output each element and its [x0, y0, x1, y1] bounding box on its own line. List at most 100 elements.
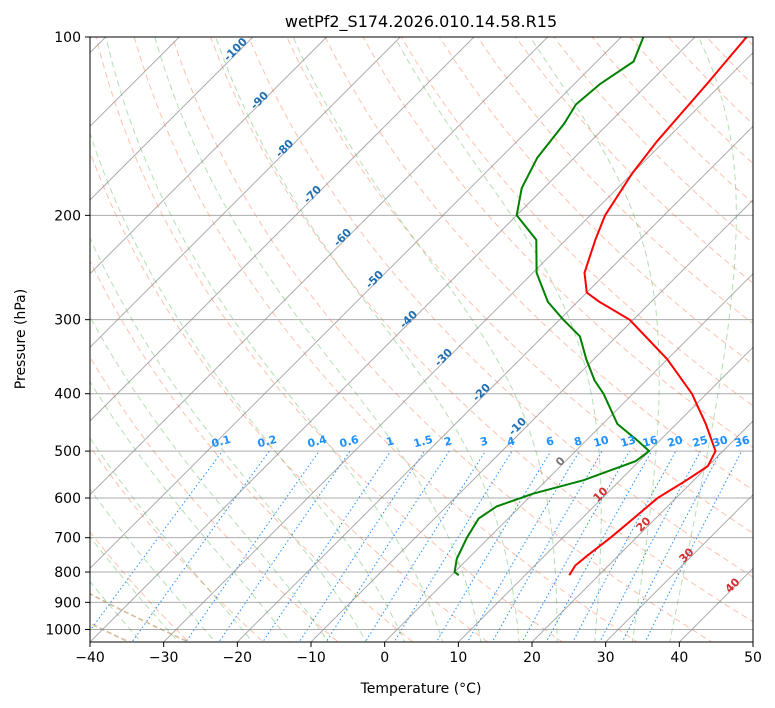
dry-adiabat-line	[591, 37, 753, 204]
mixing-ratio-line	[262, 450, 392, 642]
y-axis-label: Pressure (hPa)	[13, 289, 29, 389]
x-tick-label: −40	[75, 650, 105, 666]
dry-adiabat-line	[362, 37, 753, 449]
y-tick-label: 800	[54, 565, 81, 581]
dry-adiabat-line	[324, 37, 753, 491]
moist-adiabat-line	[90, 380, 291, 642]
dry-adiabats	[90, 10, 775, 654]
x-tick-label: 20	[523, 650, 541, 666]
moist-adiabat-line	[90, 236, 367, 642]
isotherm-line	[90, 37, 328, 275]
y-tick-label: 100	[54, 30, 81, 46]
x-tick-label: 30	[597, 650, 615, 666]
moist-adiabat-line	[90, 488, 216, 642]
y-tick-label: 1000	[45, 622, 81, 638]
moist-adiabat-label: 40	[723, 575, 743, 595]
moist-adiabat-line	[394, 37, 602, 642]
moist-adiabats	[90, 37, 737, 642]
dry-adiabat-line	[756, 10, 775, 654]
isotherm-line	[604, 493, 753, 642]
dry-adiabat-line	[133, 37, 638, 642]
moist-adiabat-line	[90, 131, 406, 642]
dry-adiabat-label: -20	[470, 381, 493, 404]
isotherm-line	[383, 272, 753, 642]
dry-adiabat-line	[438, 37, 753, 366]
x-tick-label: 0	[380, 650, 389, 666]
moist-adiabat-line	[90, 437, 254, 642]
x-tick-label: 50	[744, 650, 762, 666]
x-tick-label: 10	[449, 650, 467, 666]
moist-adiabat-line	[292, 37, 558, 642]
isotherms	[0, 10, 753, 654]
mixing-ratio-lines	[90, 450, 743, 642]
moist-adiabat-label: 10	[591, 484, 611, 504]
isotherm-line	[310, 199, 753, 642]
mixing-ratio-label: 0.1	[210, 433, 232, 451]
dry-adiabat-label: -70	[301, 183, 324, 206]
dry-adiabat-label: -40	[397, 308, 420, 331]
isotherm-line	[752, 641, 753, 642]
mixing-ratio-label: 0.2	[256, 433, 278, 451]
dry-adiabat-line	[248, 37, 753, 578]
moist-adiabat-line	[669, 37, 737, 642]
y-tick-label: 200	[54, 208, 81, 224]
lcl-curves	[90, 592, 191, 642]
mixing-ratio-label: 6	[545, 434, 556, 449]
dry-adiabat-line	[515, 37, 753, 284]
dry-adiabat-line	[705, 37, 753, 86]
temperature-line	[568, 37, 748, 576]
dry-adiabat-line	[400, 37, 753, 407]
moist-adiabat-label: 30	[677, 545, 697, 565]
isotherm-line	[162, 51, 753, 642]
moist-adiabat-line	[90, 315, 329, 642]
mixing-ratio-line	[466, 450, 580, 642]
y-axis-ticks: 100 200 300 400 500 600 700 800 900 1000	[45, 30, 90, 638]
mixing-ratio-label: 4	[506, 434, 517, 449]
x-axis-ticks: −40 −30 −20 −10 0 10 20 30 40 50	[75, 642, 762, 666]
mixing-ratio-label: 13	[619, 433, 637, 450]
isotherm-line	[0, 10, 59, 654]
dry-adiabat-line	[90, 356, 339, 642]
isotherm-line	[90, 37, 181, 128]
dry-adiabat-label: -60	[331, 226, 354, 249]
dry-adiabat-label: -100	[221, 35, 250, 64]
y-tick-label: 900	[54, 595, 81, 611]
mixing-ratio-label: 36	[733, 433, 751, 450]
y-tick-label: 700	[54, 531, 81, 547]
dry-adiabat-line	[171, 37, 713, 642]
moist-adiabat-label: 20	[634, 514, 654, 534]
mixing-ratio-label: 0.6	[338, 433, 361, 451]
dry-adiabat-label: -80	[273, 137, 296, 160]
dry-adiabat-line	[209, 37, 753, 623]
x-tick-label: −10	[296, 650, 326, 666]
dry-adiabat-line	[744, 37, 753, 47]
y-tick-label: 600	[54, 491, 81, 507]
moist-adiabat-line	[215, 37, 520, 642]
mixing-ratio-label: 10	[592, 433, 610, 450]
mixing-ratio-label: 1.5	[412, 433, 434, 451]
chart-title: wetPf2_S174.2026.010.14.58.R15	[285, 12, 557, 32]
mixing-ratio-label: 1	[385, 434, 396, 449]
mixing-ratio-label: 0.4	[306, 433, 329, 451]
dewpoint-line	[453, 37, 651, 576]
mixing-ratio-label: 16	[641, 433, 659, 450]
dry-adiabat-label: -90	[248, 89, 271, 112]
isotherm-line	[90, 37, 623, 570]
adiabat-labels: -100-90-80-70-60-50-40-30-20-10010203040…	[210, 35, 752, 596]
isotherm-line	[531, 420, 753, 642]
mixing-ratio-line	[435, 450, 552, 642]
y-tick-label: 500	[54, 444, 81, 460]
isotherm-line	[236, 125, 753, 642]
dry-adiabat-line	[90, 531, 190, 642]
plot-frame	[89, 36, 754, 643]
lcl-guide-line	[90, 592, 191, 642]
isotherm-line	[457, 346, 753, 642]
moist-adiabat-line	[154, 37, 482, 642]
dry-adiabat-line	[90, 259, 414, 642]
dry-adiabat-line	[90, 150, 489, 642]
mixing-ratio-label: 20	[666, 433, 684, 450]
isotherm-line	[90, 37, 549, 496]
mixing-ratio-line	[393, 450, 513, 642]
mixing-ratio-label: 8	[573, 434, 584, 449]
